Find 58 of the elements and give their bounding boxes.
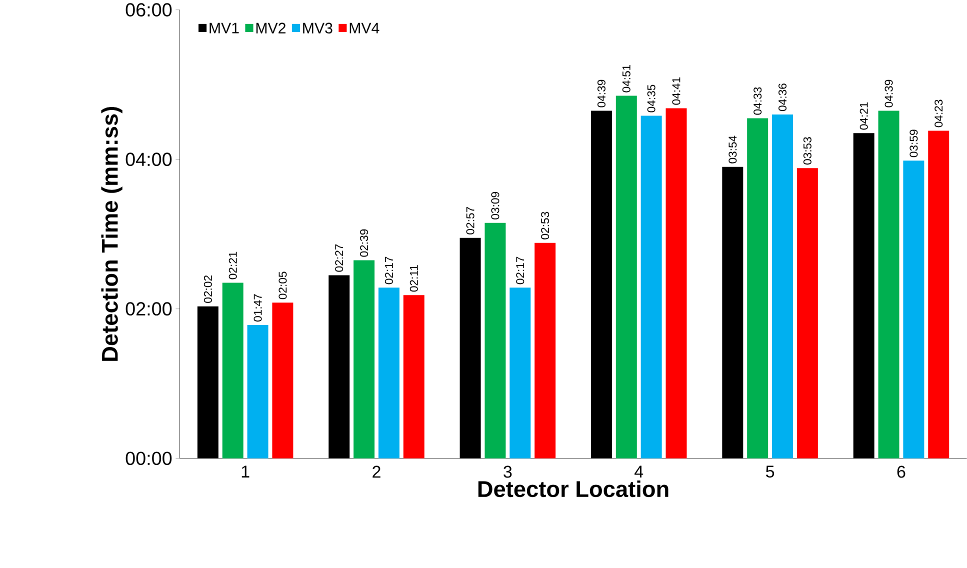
data-label: 02:17 bbox=[516, 256, 524, 284]
bar bbox=[747, 118, 768, 458]
bar bbox=[272, 302, 294, 458]
data-label: 01:47 bbox=[254, 294, 262, 322]
y-tick-label: 04:00 bbox=[126, 152, 172, 166]
data-label: 03:53 bbox=[803, 137, 812, 165]
x-axis-title: Detector Location bbox=[478, 480, 668, 498]
data-label: 04:36 bbox=[778, 84, 787, 112]
bar bbox=[640, 116, 662, 458]
data-label: 03:09 bbox=[491, 192, 500, 220]
y-tick-label: 00:00 bbox=[126, 452, 172, 466]
data-label: 04:33 bbox=[754, 87, 762, 115]
x-tick-label: 4 bbox=[634, 466, 644, 478]
legend-label: MV4 bbox=[350, 22, 380, 34]
bar bbox=[666, 108, 687, 458]
bar bbox=[354, 260, 375, 458]
x-tick-label: 3 bbox=[504, 466, 512, 478]
data-label: 04:39 bbox=[597, 80, 606, 108]
x-tick-label: 5 bbox=[766, 466, 774, 478]
x-tick-label: 6 bbox=[897, 466, 906, 478]
data-label: 04:21 bbox=[860, 102, 868, 130]
y-axis-title: Detection Time (mm:ss) bbox=[101, 106, 122, 361]
data-label: 02:02 bbox=[204, 276, 212, 303]
x-tick-label: 2 bbox=[372, 466, 380, 478]
data-label: 03:54 bbox=[728, 136, 737, 164]
bar bbox=[222, 282, 244, 458]
bar bbox=[796, 168, 818, 458]
data-label: 02:05 bbox=[278, 272, 287, 300]
bar bbox=[403, 295, 424, 458]
data-label: 02:21 bbox=[228, 252, 237, 280]
bar bbox=[510, 288, 531, 458]
data-label: 02:39 bbox=[360, 229, 368, 257]
bar bbox=[378, 288, 400, 458]
bar bbox=[484, 222, 506, 458]
data-label: 04:35 bbox=[647, 84, 656, 112]
legend-label: MV2 bbox=[256, 22, 286, 34]
data-label: 03:59 bbox=[910, 130, 918, 158]
bar bbox=[534, 242, 556, 458]
data-label: 02:17 bbox=[384, 256, 393, 284]
legend-label: MV1 bbox=[210, 22, 239, 34]
y-tick-label: 02:00 bbox=[126, 302, 172, 316]
bar bbox=[878, 110, 900, 458]
legend-label: MV3 bbox=[303, 22, 332, 34]
data-label: 02:53 bbox=[541, 212, 550, 240]
bar bbox=[772, 114, 793, 458]
data-label: 04:41 bbox=[672, 77, 680, 105]
data-label: 02:27 bbox=[335, 244, 344, 272]
data-label: 02:11 bbox=[410, 265, 418, 292]
bar bbox=[903, 160, 924, 458]
x-tick-label: 1 bbox=[242, 466, 250, 478]
bar bbox=[616, 96, 637, 458]
bar bbox=[247, 325, 268, 458]
bar bbox=[928, 130, 950, 458]
data-label: 02:57 bbox=[466, 207, 474, 234]
data-label: 04:51 bbox=[622, 64, 630, 92]
data-label: 04:23 bbox=[934, 100, 943, 128]
data-label: 04:39 bbox=[884, 80, 893, 108]
y-tick-label: 06:00 bbox=[126, 3, 172, 17]
